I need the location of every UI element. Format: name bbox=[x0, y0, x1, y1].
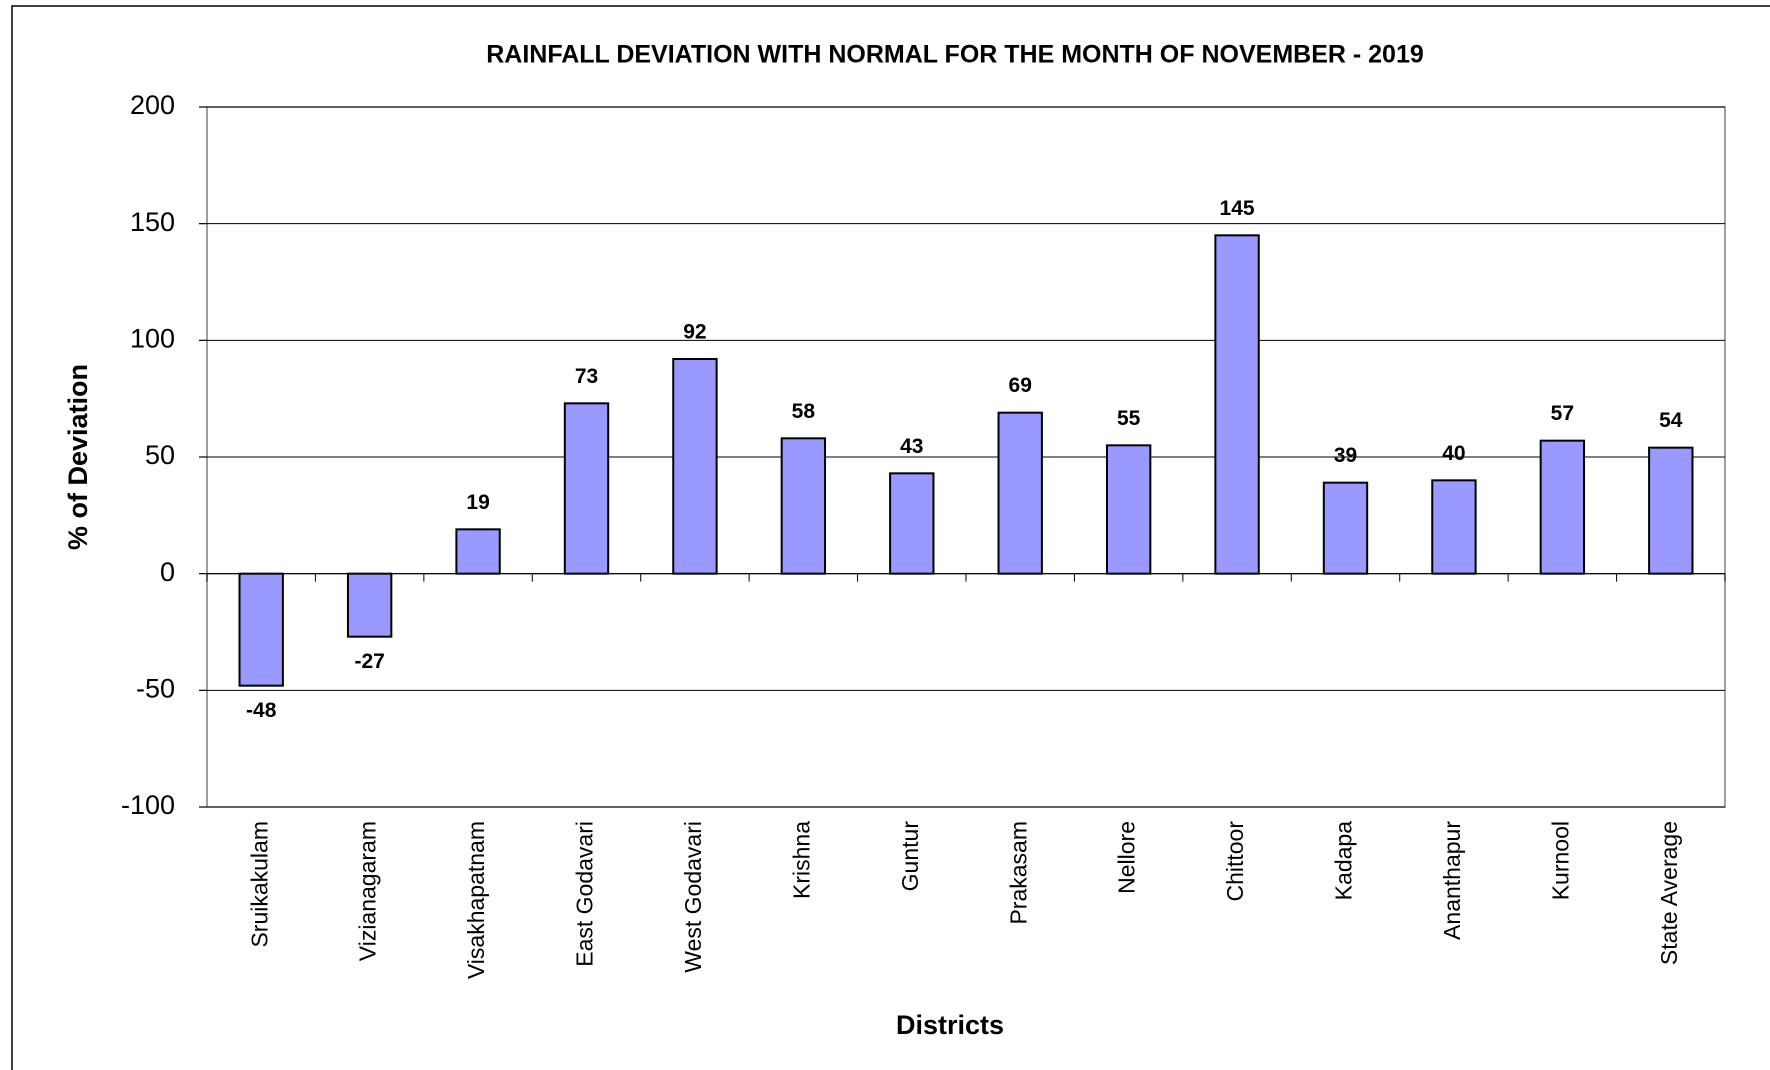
data-label: -48 bbox=[246, 699, 277, 722]
bar bbox=[1322, 481, 1369, 575]
x-tick-label: Chittoor bbox=[1222, 821, 1248, 902]
x-tick-label: Ananthapur bbox=[1439, 821, 1465, 940]
data-label: 73 bbox=[575, 365, 598, 388]
x-tick-label: State Average bbox=[1656, 821, 1682, 965]
data-label: 39 bbox=[1334, 444, 1357, 467]
data-label: 58 bbox=[792, 400, 816, 423]
bar bbox=[1214, 234, 1260, 575]
bar bbox=[889, 472, 935, 575]
bar bbox=[1105, 444, 1152, 575]
y-tick-label: 0 bbox=[160, 557, 175, 587]
bar bbox=[563, 402, 610, 575]
data-label: 69 bbox=[1009, 374, 1032, 397]
bar bbox=[1539, 439, 1586, 575]
data-label: 55 bbox=[1117, 407, 1141, 430]
x-axis-title: Districts bbox=[896, 1010, 1004, 1040]
bar bbox=[780, 437, 827, 575]
data-label: 40 bbox=[1442, 442, 1465, 465]
y-axis-title: % of Deviation bbox=[63, 364, 93, 550]
bar bbox=[997, 411, 1043, 575]
y-tick-label: 50 bbox=[145, 440, 175, 470]
x-tick-label: Kurnool bbox=[1547, 821, 1573, 900]
x-tick-label: Guntur bbox=[897, 821, 923, 892]
x-tick-label: West Godavari bbox=[680, 821, 706, 973]
data-label: 19 bbox=[466, 491, 489, 514]
x-tick-label: Krishna bbox=[788, 821, 814, 899]
chart-title: RAINFALL DEVIATION WITH NORMAL FOR THE M… bbox=[486, 41, 1424, 69]
bar bbox=[346, 572, 393, 638]
data-label: 92 bbox=[683, 321, 706, 344]
x-tick-label: Vizianagaram bbox=[355, 821, 381, 961]
y-tick-label: -100 bbox=[121, 790, 175, 820]
x-tick-label: Sruikakulam bbox=[246, 821, 272, 948]
y-tick-label: 150 bbox=[130, 207, 175, 237]
data-label: 54 bbox=[1659, 409, 1683, 432]
y-tick-label: 200 bbox=[130, 90, 175, 120]
data-label: 145 bbox=[1220, 197, 1255, 220]
data-label: 57 bbox=[1551, 402, 1574, 425]
bar bbox=[1648, 446, 1694, 575]
x-tick-label: Kadapa bbox=[1331, 821, 1357, 901]
y-tick-label: 100 bbox=[130, 323, 175, 353]
x-tick-label: Nellore bbox=[1114, 821, 1140, 894]
bar bbox=[238, 572, 284, 687]
data-label: 43 bbox=[900, 435, 923, 458]
bar bbox=[455, 528, 501, 575]
x-tick-label: Visakhapatnam bbox=[463, 821, 489, 979]
x-tick-label: East Godavari bbox=[572, 821, 598, 967]
bar bbox=[672, 358, 718, 575]
data-label: -27 bbox=[354, 650, 384, 673]
y-tick-label: -50 bbox=[136, 673, 175, 703]
x-tick-label: Prakasam bbox=[1005, 821, 1031, 925]
bar bbox=[1431, 479, 1477, 575]
